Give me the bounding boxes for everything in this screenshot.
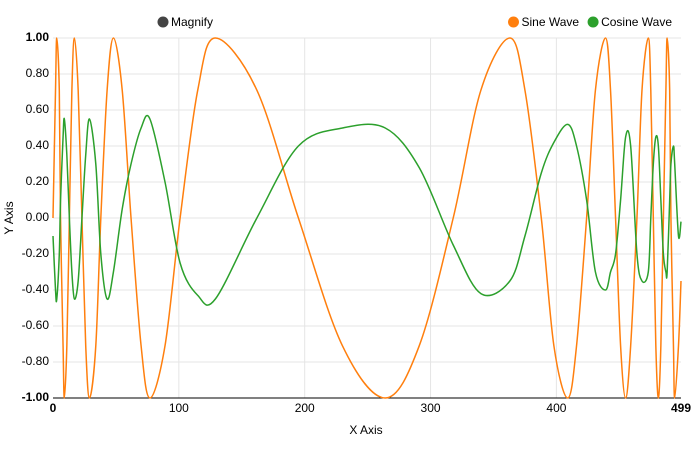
y-tick-label: -0.80	[22, 354, 50, 368]
legend-item[interactable]: Sine Wave	[507, 15, 579, 29]
x-tick-label: 200	[295, 401, 315, 415]
x-tick-label: 0	[50, 401, 57, 415]
legend-dot	[587, 16, 599, 28]
y-tick-label: 0.00	[26, 210, 50, 224]
y-tick-label: -0.60	[22, 318, 50, 332]
x-axis-label: X Axis	[349, 423, 382, 437]
y-tick-label: -0.40	[22, 282, 50, 296]
magnify-toggle[interactable]: Magnify	[157, 15, 214, 29]
legend-dot	[507, 16, 519, 28]
toggle-label[interactable]: Magnify	[171, 15, 213, 29]
line-series	[52, 114, 682, 306]
x-tick-label: 100	[169, 401, 189, 415]
legend-label[interactable]: Sine Wave	[521, 15, 579, 29]
y-tick-label: 0.20	[26, 174, 50, 188]
y-tick-label: 0.80	[26, 66, 50, 80]
x-tick-label: 499	[671, 401, 691, 415]
legend-item[interactable]: Cosine Wave	[587, 15, 673, 29]
y-tick-label: 0.60	[26, 102, 50, 116]
legend-label[interactable]: Cosine Wave	[601, 15, 672, 29]
x-tick-label: 400	[546, 401, 566, 415]
x-tick-label: 300	[421, 401, 441, 415]
y-tick-label: -0.20	[22, 246, 50, 260]
legend: Cosine Wave Sine Wave	[507, 15, 673, 29]
toggle-dot	[157, 16, 169, 28]
y-tick-label: 0.40	[26, 138, 50, 152]
y-tick-label: -1.00	[22, 390, 50, 404]
y-axis-label: Y Axis	[2, 201, 16, 234]
y-tick-label: 1.00	[26, 30, 50, 44]
